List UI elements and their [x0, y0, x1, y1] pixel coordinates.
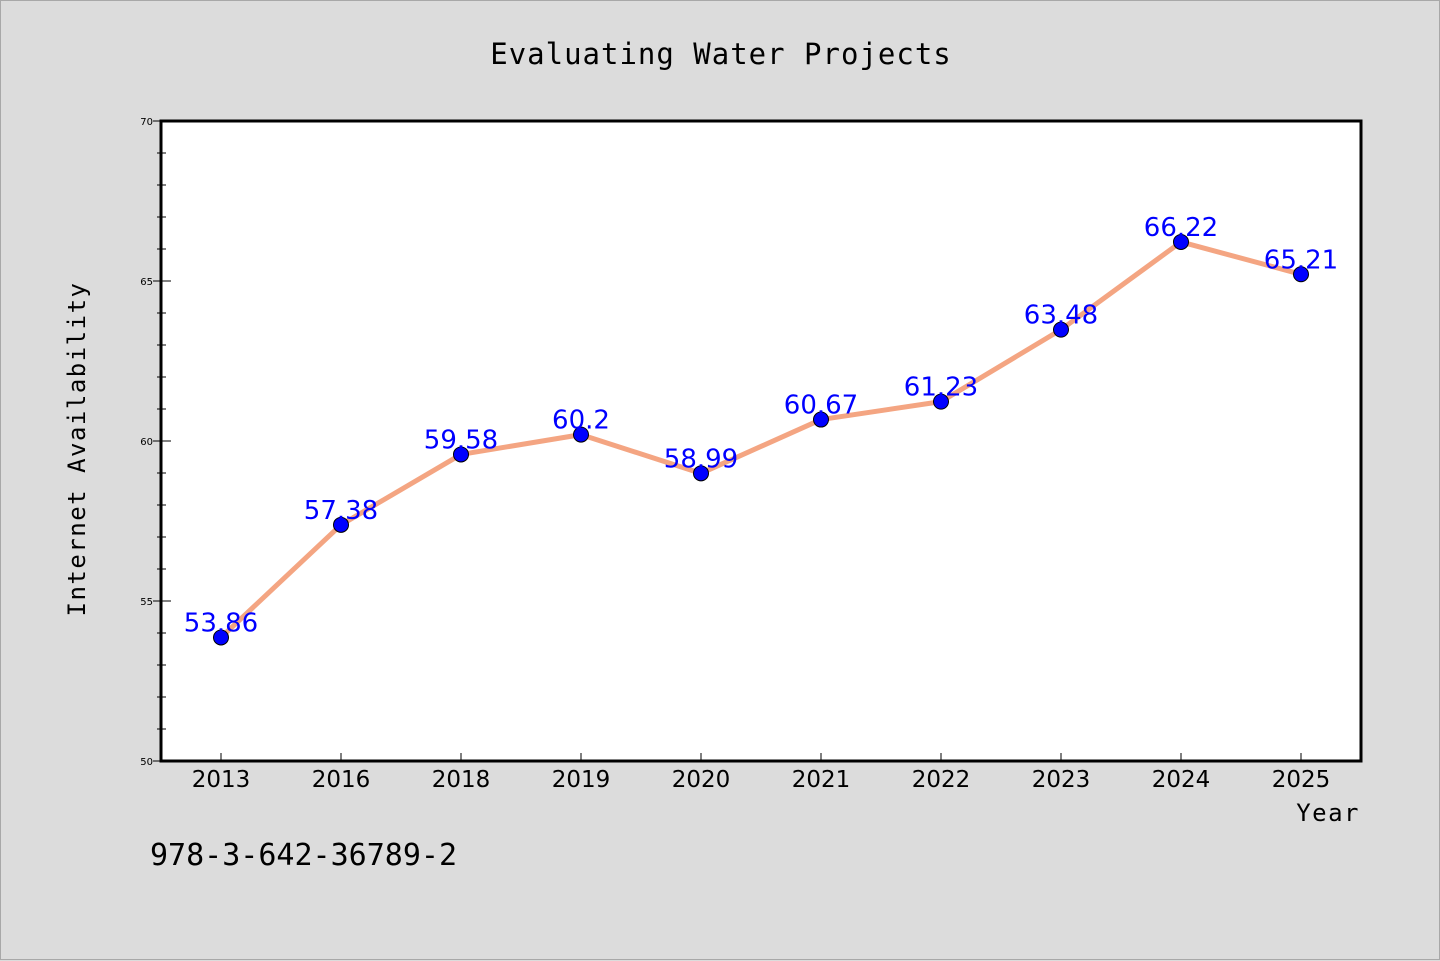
x-axis: 2013 2016 2018 2019 2020 2021 2022 2023 2024 2025 [192, 753, 1331, 793]
chart-title: Evaluating Water Projects [490, 37, 952, 71]
data-label: 58.99 [664, 444, 738, 474]
x-tick-label: 2019 [552, 767, 611, 793]
series-line [218, 239, 1304, 640]
x-tick-label: 2016 [312, 767, 371, 793]
x-axis-label: Year [1296, 799, 1360, 827]
y-tick-label: 70 [140, 117, 153, 128]
data-point [693, 465, 709, 482]
data-label: 57.38 [304, 496, 378, 526]
y-tick-label: 60 [140, 437, 153, 448]
data-point [1053, 321, 1069, 338]
x-tick-label: 2025 [1272, 767, 1331, 793]
plot-area [159, 119, 1363, 763]
x-tick-label: 2022 [912, 767, 971, 793]
x-tick-label: 2013 [192, 767, 251, 793]
data-label: 66.22 [1144, 213, 1218, 243]
y-tick-label: 55 [140, 597, 153, 608]
series-layer: 53.86 57.38 59.58 60.2 58.99 60.67 61.23 63.48 6… [184, 213, 1338, 646]
data-label: 61.23 [904, 373, 978, 403]
data-point [813, 411, 829, 428]
data-label: 65.21 [1264, 245, 1338, 275]
data-label: 53.86 [184, 608, 258, 638]
data-point [453, 446, 469, 463]
x-tick-label: 2021 [792, 767, 851, 793]
data-point [333, 516, 349, 533]
y-axis-label: Internet Availability [63, 282, 91, 617]
y-tick-label: 50 [140, 757, 153, 768]
data-label: 60.67 [784, 391, 858, 421]
y-tick-label: 65 [140, 277, 153, 288]
data-label: 60.2 [552, 406, 610, 436]
x-tick-label: 2020 [672, 767, 731, 793]
footer-code: 978-3-642-36789-2 [150, 838, 457, 873]
x-tick-label: 2018 [432, 767, 491, 793]
data-point [213, 629, 229, 646]
x-tick-label: 2024 [1152, 767, 1211, 793]
x-tick-label: 2023 [1032, 767, 1091, 793]
data-label: 63.48 [1024, 301, 1098, 331]
data-point [1173, 233, 1189, 250]
data-label: 59.58 [424, 425, 498, 455]
data-point [1293, 266, 1309, 283]
y-axis: 50 55 60 65 70 [140, 117, 171, 768]
data-point [933, 393, 949, 410]
data-point [573, 426, 589, 443]
